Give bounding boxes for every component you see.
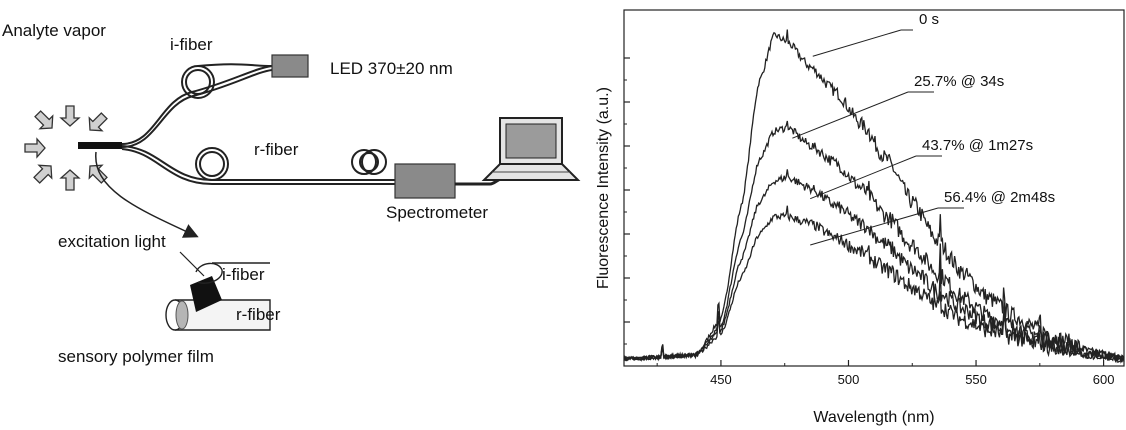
inset-i-fiber-label: i-fiber [222,265,265,284]
annotation-leader [810,155,917,200]
x-axis-title: Wavelength (nm) [813,409,934,426]
spectrometer-label: Spectrometer [386,203,488,222]
annotation-layer: 0 s 25.7% @ 34s 43.7% @ 1m27s 56.4% @ 2m48s [792,11,1055,246]
excitation-light-label: excitation light [58,232,166,251]
series-layer [623,29,1125,364]
r-fiber-label: r-fiber [254,140,299,159]
i-fiber-label: i-fiber [170,35,213,54]
series-annotation: 25.7% @ 34s [914,73,1004,90]
series-annotation: 0 s [919,11,939,28]
sensory-film-label: sensory polymer film [58,347,214,366]
x-axis-ticks: 450 500 550 600 [656,360,1115,387]
led-label: LED 370±20 nm [330,59,453,78]
y-axis-ticks [624,57,630,345]
arrow-icon [59,105,81,127]
series-line [623,205,1125,364]
series-line [623,169,1125,364]
x-tick-label: 600 [1093,372,1115,387]
series-line [623,29,1125,363]
inset-fiber-end [165,251,271,331]
excitation-beam [190,276,222,312]
i-fiber [121,63,273,148]
x-tick-label: 450 [710,372,732,387]
y-axis-title: Fluorescence Intensity (a.u.) [595,87,612,289]
arrow-icon [59,169,81,191]
arrow-icon [24,137,46,159]
led-box [271,54,309,78]
plot-frame [623,9,1125,367]
series-line [623,120,1125,364]
annotation-leader [810,207,939,246]
arrow-icon [33,164,53,184]
series-annotation: 56.4% @ 2m48s [944,189,1055,206]
series-annotation: 43.7% @ 1m27s [922,137,1033,154]
inset-r-fiber-label: r-fiber [236,305,281,324]
chart: 450 500 550 600 0 s 25.7% @ 34s 43.7% @ 1m27s… [595,9,1125,426]
laptop-icon [481,117,581,181]
arrow-icon [88,112,108,132]
x-tick-label: 500 [838,372,860,387]
schematic: Analyte vapor i-fiber LED 370±20 nm [2,21,581,366]
probe-tip [78,142,122,149]
r-fiber [121,145,395,185]
analyte-vapor-label: Analyte vapor [2,21,106,40]
annotation-leader [812,29,902,57]
spectrometer-box [394,163,456,199]
zoom-arrow [95,151,199,238]
annotation-leader [792,91,909,139]
arrow-icon [34,110,54,130]
x-tick-label: 550 [965,372,987,387]
